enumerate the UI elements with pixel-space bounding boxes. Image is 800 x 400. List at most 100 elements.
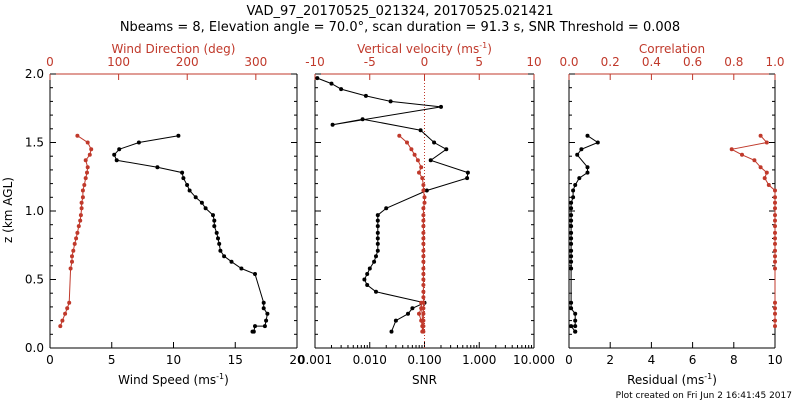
wind-speed-point bbox=[185, 183, 190, 187]
y-axis-label: z (km AGL) bbox=[1, 177, 15, 243]
correlation-point bbox=[729, 147, 734, 152]
y-tick-label: 1.5 bbox=[25, 136, 44, 150]
wind-direction-point bbox=[68, 266, 73, 271]
snr-point bbox=[465, 170, 470, 175]
top-tick-label: 0 bbox=[421, 55, 429, 69]
vertical-velocity-point bbox=[417, 170, 421, 175]
snr-point bbox=[384, 206, 389, 211]
vertical-velocity-point bbox=[412, 152, 417, 157]
residual-point bbox=[585, 133, 590, 138]
vertical-velocity-point bbox=[421, 183, 426, 187]
residual-point bbox=[569, 324, 574, 329]
snr-point bbox=[339, 87, 344, 92]
vertical-velocity-point bbox=[422, 200, 427, 205]
wind-speed-point bbox=[212, 218, 217, 223]
vertical-velocity-point bbox=[420, 324, 425, 329]
snr-point bbox=[393, 318, 398, 323]
residual-point bbox=[569, 224, 574, 229]
snr-point bbox=[428, 158, 433, 163]
x-tick-label: 2 bbox=[606, 353, 614, 367]
residual-point bbox=[569, 206, 574, 211]
wind-direction-line bbox=[59, 135, 92, 327]
figure-title: VAD_97_20170525_021324, 20170525.021421 bbox=[247, 4, 554, 19]
correlation-point bbox=[773, 236, 777, 241]
vertical-velocity-point bbox=[421, 218, 426, 223]
x-tick-label: 20 bbox=[289, 353, 304, 367]
wind-speed-point bbox=[229, 259, 234, 264]
wind-speed-point bbox=[264, 318, 269, 323]
wind-direction-point bbox=[87, 152, 92, 157]
snr-point bbox=[375, 213, 380, 218]
vertical-velocity-point bbox=[419, 165, 424, 170]
correlation-point bbox=[773, 266, 777, 271]
top-tick-label: 0.2 bbox=[601, 55, 620, 69]
correlation-point bbox=[773, 195, 777, 200]
y-tick-label: 0.5 bbox=[25, 273, 44, 287]
residual-point bbox=[569, 306, 574, 311]
wind-speed-point bbox=[214, 230, 219, 235]
residual-point bbox=[573, 183, 578, 187]
wind-direction-point bbox=[85, 140, 90, 145]
wind-direction-point bbox=[60, 318, 65, 323]
vertical-velocity-point bbox=[421, 311, 426, 316]
snr-point bbox=[329, 81, 334, 86]
snr-point bbox=[363, 93, 368, 98]
residual-point bbox=[569, 230, 574, 235]
y-tick-label: 1.0 bbox=[25, 204, 44, 218]
snr-point bbox=[315, 76, 320, 81]
snr-point bbox=[365, 272, 370, 276]
residual-point bbox=[577, 176, 582, 181]
correlation-point bbox=[758, 165, 763, 170]
snr-point bbox=[375, 241, 380, 246]
residual-point bbox=[573, 329, 578, 334]
wind-direction-point bbox=[83, 176, 88, 181]
residual-point bbox=[595, 140, 600, 145]
x-tick-label: 10 bbox=[166, 353, 181, 367]
vertical-velocity-point bbox=[421, 236, 426, 241]
correlation-point bbox=[773, 254, 777, 259]
wind-speed-point bbox=[117, 147, 122, 152]
snr-point bbox=[375, 218, 380, 223]
top-tick-label: 0.0 bbox=[559, 55, 578, 69]
residual-point bbox=[569, 236, 574, 241]
x-tick-label: 0.010 bbox=[353, 353, 387, 367]
wind-speed-point bbox=[155, 165, 160, 170]
residual-point bbox=[569, 218, 574, 223]
snr-point bbox=[360, 117, 365, 122]
top-tick-label: 200 bbox=[176, 55, 199, 69]
correlation-point bbox=[762, 176, 767, 181]
residual-point bbox=[575, 152, 580, 157]
wind-direction-point bbox=[80, 195, 85, 200]
wind-speed-point bbox=[180, 170, 185, 175]
vertical-velocity-point bbox=[421, 259, 426, 264]
wind-speed-point bbox=[261, 306, 266, 311]
vertical-velocity-point bbox=[409, 147, 414, 152]
snr-panel: 0.001 0.010 0.100 1.000 10.000 SNR -10 -5 0 5 10 Ve… bbox=[298, 41, 555, 387]
x-tick-label: 0.100 bbox=[407, 353, 441, 367]
snr-point bbox=[432, 140, 437, 145]
snr-point bbox=[389, 329, 394, 334]
correlation-line bbox=[730, 135, 776, 327]
wind-direction-point bbox=[78, 213, 83, 218]
wind-speed-line bbox=[113, 135, 268, 333]
top-tick-label: 0.4 bbox=[642, 55, 661, 69]
snr-point bbox=[375, 224, 380, 229]
x-tick-label: 5 bbox=[108, 353, 116, 367]
wind-speed-point bbox=[218, 248, 223, 253]
correlation-point bbox=[773, 248, 777, 253]
correlation-point bbox=[773, 188, 777, 193]
wind-speed-point bbox=[181, 176, 186, 181]
wind-direction-point bbox=[70, 259, 74, 264]
wind-speed-point bbox=[216, 236, 220, 241]
wind-speed-point bbox=[211, 213, 215, 218]
correlation-point bbox=[773, 213, 777, 218]
vertical-velocity-point bbox=[421, 224, 426, 229]
x-tick-label: 8 bbox=[730, 353, 738, 367]
top-tick-label: 0.8 bbox=[724, 55, 743, 69]
snr-point bbox=[388, 99, 393, 104]
wind-speed-point bbox=[262, 324, 267, 329]
snr-point bbox=[365, 283, 370, 287]
snr-point bbox=[375, 236, 380, 241]
